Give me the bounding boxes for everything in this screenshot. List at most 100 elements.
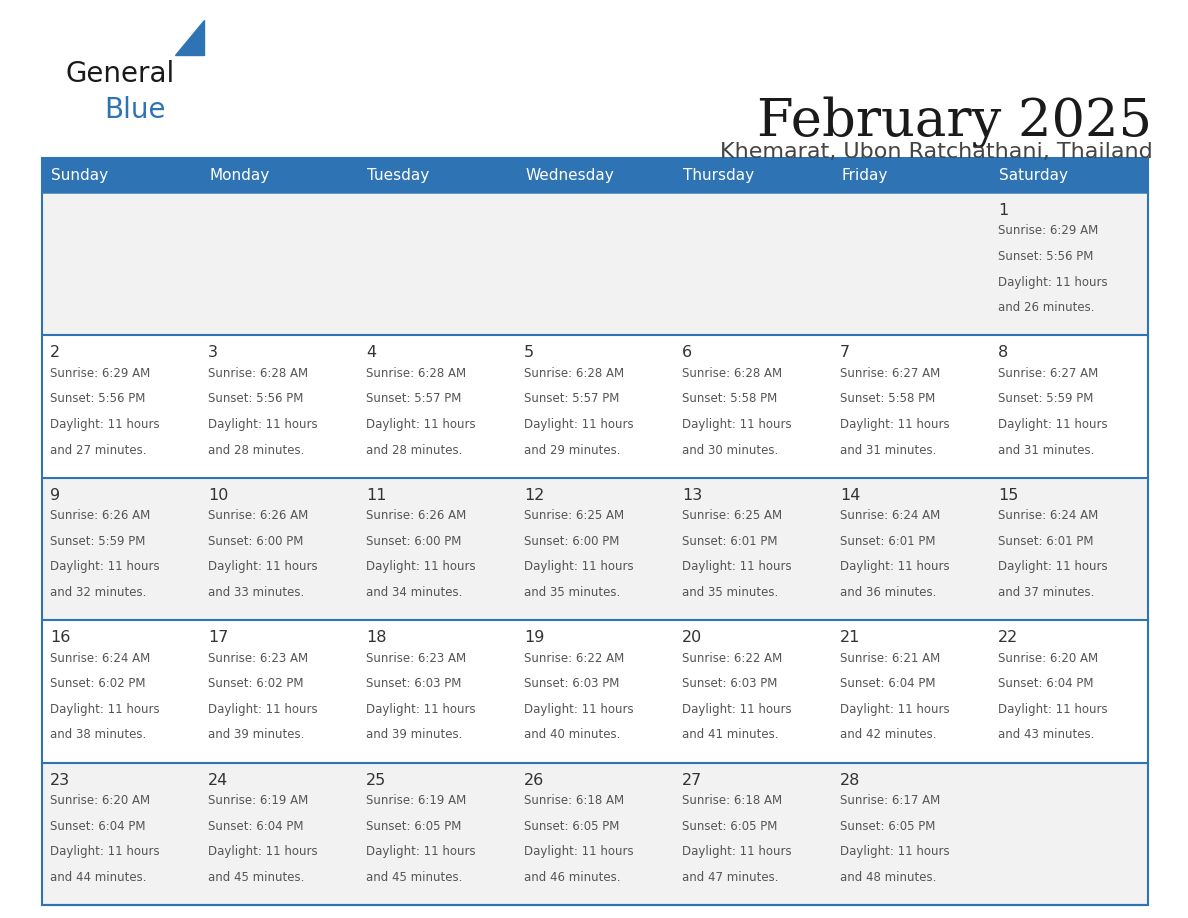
Bar bbox=[832, 335, 990, 477]
Text: 9: 9 bbox=[50, 487, 61, 503]
Text: and 46 minutes.: and 46 minutes. bbox=[524, 871, 620, 884]
Text: Sunrise: 6:23 AM: Sunrise: 6:23 AM bbox=[208, 652, 308, 665]
Bar bbox=[358, 477, 516, 621]
Text: Sunrise: 6:19 AM: Sunrise: 6:19 AM bbox=[366, 794, 466, 807]
Text: Daylight: 11 hours: Daylight: 11 hours bbox=[524, 418, 633, 431]
Text: Daylight: 11 hours: Daylight: 11 hours bbox=[998, 703, 1107, 716]
Text: Sunrise: 6:26 AM: Sunrise: 6:26 AM bbox=[50, 509, 150, 522]
Text: 25: 25 bbox=[366, 773, 386, 788]
Text: Sunset: 6:04 PM: Sunset: 6:04 PM bbox=[840, 677, 935, 690]
Text: Daylight: 11 hours: Daylight: 11 hours bbox=[682, 845, 791, 858]
Bar bbox=[200, 621, 358, 763]
Text: Daylight: 11 hours: Daylight: 11 hours bbox=[682, 703, 791, 716]
Text: Sunrise: 6:26 AM: Sunrise: 6:26 AM bbox=[366, 509, 466, 522]
Text: Saturday: Saturday bbox=[999, 168, 1068, 183]
Text: and 32 minutes.: and 32 minutes. bbox=[50, 586, 146, 599]
Text: and 40 minutes.: and 40 minutes. bbox=[524, 728, 620, 742]
Text: and 28 minutes.: and 28 minutes. bbox=[208, 443, 304, 456]
Text: Sunrise: 6:18 AM: Sunrise: 6:18 AM bbox=[682, 794, 782, 807]
Bar bbox=[358, 158, 516, 193]
Text: and 35 minutes.: and 35 minutes. bbox=[524, 586, 620, 599]
Text: Daylight: 11 hours: Daylight: 11 hours bbox=[682, 418, 791, 431]
Text: Sunset: 5:58 PM: Sunset: 5:58 PM bbox=[840, 392, 935, 406]
Bar bbox=[358, 621, 516, 763]
Bar bbox=[200, 158, 358, 193]
Text: and 48 minutes.: and 48 minutes. bbox=[840, 871, 936, 884]
Text: 5: 5 bbox=[524, 345, 535, 361]
Text: Sunrise: 6:24 AM: Sunrise: 6:24 AM bbox=[50, 652, 150, 665]
Text: Sunset: 6:04 PM: Sunset: 6:04 PM bbox=[50, 820, 145, 833]
Bar bbox=[42, 158, 200, 193]
Text: Sunset: 6:04 PM: Sunset: 6:04 PM bbox=[208, 820, 303, 833]
Text: 4: 4 bbox=[366, 345, 377, 361]
Text: and 36 minutes.: and 36 minutes. bbox=[840, 586, 936, 599]
Bar bbox=[674, 158, 832, 193]
Text: and 28 minutes.: and 28 minutes. bbox=[366, 443, 462, 456]
Text: Sunset: 6:03 PM: Sunset: 6:03 PM bbox=[366, 677, 461, 690]
Text: and 39 minutes.: and 39 minutes. bbox=[208, 728, 304, 742]
Text: Daylight: 11 hours: Daylight: 11 hours bbox=[524, 703, 633, 716]
Text: Sunset: 5:56 PM: Sunset: 5:56 PM bbox=[998, 250, 1093, 263]
Bar bbox=[674, 621, 832, 763]
Text: and 45 minutes.: and 45 minutes. bbox=[208, 871, 304, 884]
Text: 7: 7 bbox=[840, 345, 851, 361]
Text: Sunset: 6:03 PM: Sunset: 6:03 PM bbox=[682, 677, 777, 690]
Text: and 31 minutes.: and 31 minutes. bbox=[840, 443, 936, 456]
Text: 6: 6 bbox=[682, 345, 693, 361]
Text: Wednesday: Wednesday bbox=[525, 168, 614, 183]
Text: Sunrise: 6:28 AM: Sunrise: 6:28 AM bbox=[524, 366, 624, 380]
Text: Thursday: Thursday bbox=[683, 168, 754, 183]
Text: Sunrise: 6:28 AM: Sunrise: 6:28 AM bbox=[208, 366, 308, 380]
Text: Sunrise: 6:24 AM: Sunrise: 6:24 AM bbox=[840, 509, 940, 522]
Text: Daylight: 11 hours: Daylight: 11 hours bbox=[50, 845, 159, 858]
Text: Daylight: 11 hours: Daylight: 11 hours bbox=[208, 703, 317, 716]
Text: and 39 minutes.: and 39 minutes. bbox=[366, 728, 462, 742]
Text: Sunrise: 6:29 AM: Sunrise: 6:29 AM bbox=[998, 224, 1098, 238]
Text: 17: 17 bbox=[208, 630, 228, 645]
Text: Daylight: 11 hours: Daylight: 11 hours bbox=[840, 845, 949, 858]
Text: 22: 22 bbox=[998, 630, 1018, 645]
Text: Khemarat, Ubon Ratchathani, Thailand: Khemarat, Ubon Ratchathani, Thailand bbox=[720, 142, 1152, 162]
Text: 20: 20 bbox=[682, 630, 702, 645]
Text: Monday: Monday bbox=[209, 168, 270, 183]
Text: Sunset: 5:56 PM: Sunset: 5:56 PM bbox=[50, 392, 145, 406]
Text: and 47 minutes.: and 47 minutes. bbox=[682, 871, 778, 884]
Text: Sunset: 6:05 PM: Sunset: 6:05 PM bbox=[524, 820, 619, 833]
Text: and 35 minutes.: and 35 minutes. bbox=[682, 586, 778, 599]
Bar bbox=[832, 477, 990, 621]
Text: Sunset: 5:59 PM: Sunset: 5:59 PM bbox=[998, 392, 1093, 406]
Text: Sunrise: 6:17 AM: Sunrise: 6:17 AM bbox=[840, 794, 940, 807]
Text: Sunrise: 6:18 AM: Sunrise: 6:18 AM bbox=[524, 794, 624, 807]
Bar bbox=[990, 621, 1148, 763]
Text: Daylight: 11 hours: Daylight: 11 hours bbox=[50, 418, 159, 431]
Bar bbox=[832, 763, 990, 905]
Text: 1: 1 bbox=[998, 203, 1009, 218]
Bar bbox=[516, 158, 674, 193]
Bar bbox=[42, 335, 200, 477]
Text: Tuesday: Tuesday bbox=[367, 168, 430, 183]
Text: Daylight: 11 hours: Daylight: 11 hours bbox=[208, 418, 317, 431]
Text: Sunrise: 6:28 AM: Sunrise: 6:28 AM bbox=[682, 366, 782, 380]
Text: Sunset: 6:03 PM: Sunset: 6:03 PM bbox=[524, 677, 619, 690]
Text: and 30 minutes.: and 30 minutes. bbox=[682, 443, 778, 456]
Bar bbox=[990, 335, 1148, 477]
Bar bbox=[42, 158, 1148, 905]
Text: 8: 8 bbox=[998, 345, 1009, 361]
Bar bbox=[200, 335, 358, 477]
Bar bbox=[674, 193, 832, 335]
Text: Daylight: 11 hours: Daylight: 11 hours bbox=[840, 418, 949, 431]
Bar bbox=[42, 763, 200, 905]
Text: Sunrise: 6:25 AM: Sunrise: 6:25 AM bbox=[524, 509, 624, 522]
Text: Sunset: 5:58 PM: Sunset: 5:58 PM bbox=[682, 392, 777, 406]
Text: Sunday: Sunday bbox=[51, 168, 108, 183]
Bar bbox=[990, 158, 1148, 193]
Text: Sunrise: 6:21 AM: Sunrise: 6:21 AM bbox=[840, 652, 940, 665]
Text: Sunrise: 6:22 AM: Sunrise: 6:22 AM bbox=[682, 652, 782, 665]
Bar bbox=[200, 477, 358, 621]
Text: Blue: Blue bbox=[105, 96, 166, 125]
Text: 14: 14 bbox=[840, 487, 860, 503]
Bar bbox=[42, 621, 200, 763]
Text: February 2025: February 2025 bbox=[757, 96, 1152, 148]
Text: Sunset: 6:01 PM: Sunset: 6:01 PM bbox=[998, 535, 1093, 548]
Text: and 33 minutes.: and 33 minutes. bbox=[208, 586, 304, 599]
